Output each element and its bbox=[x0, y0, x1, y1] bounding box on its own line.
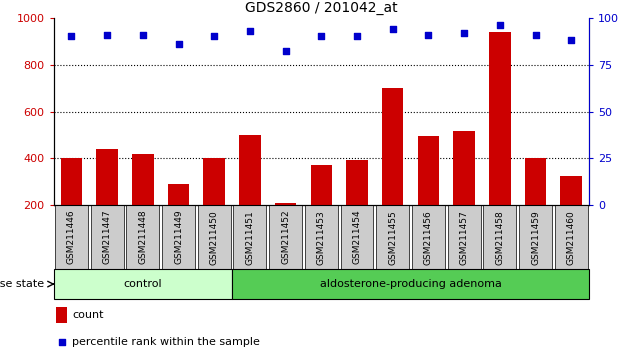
Text: GSM211450: GSM211450 bbox=[210, 210, 219, 264]
Bar bbox=[525, 159, 546, 252]
Point bbox=[316, 34, 326, 39]
Bar bbox=[489, 32, 510, 252]
Bar bbox=[519, 205, 552, 269]
Text: count: count bbox=[72, 310, 104, 320]
Text: aldosterone-producing adenoma: aldosterone-producing adenoma bbox=[319, 279, 501, 289]
Bar bbox=[162, 205, 195, 269]
Bar bbox=[382, 88, 403, 252]
Bar bbox=[448, 205, 481, 269]
Point bbox=[138, 32, 148, 38]
Title: GDS2860 / 201042_at: GDS2860 / 201042_at bbox=[245, 1, 398, 15]
Text: GSM211451: GSM211451 bbox=[246, 210, 255, 264]
Text: GSM211453: GSM211453 bbox=[317, 210, 326, 264]
Bar bbox=[234, 205, 266, 269]
Bar bbox=[454, 131, 475, 252]
Point bbox=[280, 48, 290, 54]
Text: percentile rank within the sample: percentile rank within the sample bbox=[72, 337, 260, 347]
Bar bbox=[418, 136, 439, 252]
Bar bbox=[198, 205, 231, 269]
Point bbox=[209, 34, 219, 39]
Text: GSM211446: GSM211446 bbox=[67, 210, 76, 264]
Text: GSM211457: GSM211457 bbox=[460, 210, 469, 264]
Point bbox=[423, 32, 433, 38]
Text: GSM211460: GSM211460 bbox=[567, 210, 576, 264]
Point bbox=[530, 32, 541, 38]
Bar bbox=[275, 203, 296, 252]
Bar bbox=[60, 159, 82, 252]
Bar bbox=[561, 176, 582, 252]
Bar bbox=[346, 160, 368, 252]
Bar bbox=[91, 205, 123, 269]
Bar bbox=[203, 159, 225, 252]
Point bbox=[495, 22, 505, 28]
Point bbox=[66, 34, 76, 39]
Point bbox=[566, 38, 576, 43]
Point bbox=[245, 28, 255, 34]
Point bbox=[173, 41, 183, 47]
Text: GSM211447: GSM211447 bbox=[103, 210, 112, 264]
Bar bbox=[311, 165, 332, 252]
Bar bbox=[132, 154, 154, 252]
Point bbox=[387, 26, 398, 32]
Text: GSM211455: GSM211455 bbox=[388, 210, 397, 264]
Point bbox=[459, 30, 469, 35]
Text: GSM211449: GSM211449 bbox=[174, 210, 183, 264]
Bar bbox=[239, 135, 261, 252]
Bar bbox=[168, 184, 189, 252]
Bar bbox=[412, 205, 445, 269]
Text: GSM211456: GSM211456 bbox=[424, 210, 433, 264]
Bar bbox=[269, 205, 302, 269]
Text: control: control bbox=[123, 279, 162, 289]
Bar bbox=[483, 205, 516, 269]
Point bbox=[57, 339, 67, 344]
Bar bbox=[232, 269, 589, 299]
Bar bbox=[305, 205, 338, 269]
Text: disease state: disease state bbox=[0, 279, 47, 289]
Text: GSM211458: GSM211458 bbox=[495, 210, 504, 264]
Text: GSM211459: GSM211459 bbox=[531, 210, 540, 264]
Bar bbox=[555, 205, 588, 269]
Bar bbox=[341, 205, 374, 269]
Point bbox=[352, 34, 362, 39]
Bar bbox=[55, 205, 88, 269]
Bar bbox=[127, 205, 159, 269]
Text: GSM211454: GSM211454 bbox=[353, 210, 362, 264]
Text: GSM211452: GSM211452 bbox=[281, 210, 290, 264]
Bar bbox=[56, 307, 67, 323]
Bar bbox=[54, 269, 232, 299]
Bar bbox=[96, 149, 118, 252]
Point bbox=[102, 32, 112, 38]
Text: GSM211448: GSM211448 bbox=[139, 210, 147, 264]
Bar bbox=[376, 205, 409, 269]
